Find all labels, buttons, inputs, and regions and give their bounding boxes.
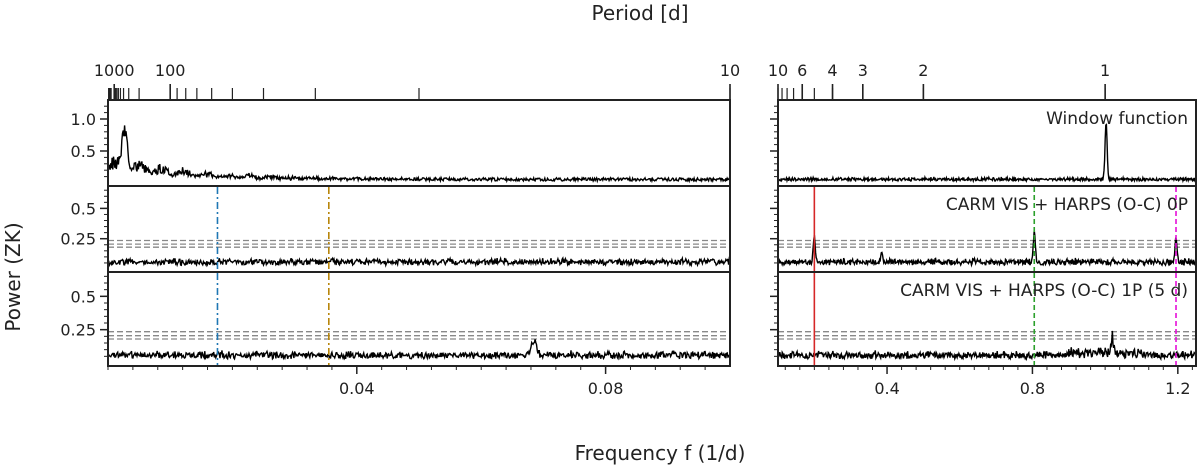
x-axis-label: Frequency f (1/d) bbox=[575, 441, 746, 465]
left-period-tick-label: 10 bbox=[720, 61, 740, 80]
left-period-tick-label: 1000 bbox=[94, 61, 135, 80]
right-period-tick-label: 1 bbox=[1100, 61, 1110, 80]
right-period-tick-label: 4 bbox=[827, 61, 837, 80]
y-axis-label: Power (ZK) bbox=[1, 222, 25, 331]
panel-2-ytick-label: 0.5 bbox=[71, 199, 96, 218]
panel-2-right-spectrum-line bbox=[777, 230, 1197, 268]
left-xtick-label: 0.04 bbox=[339, 379, 375, 398]
right-xtick-label: 0.4 bbox=[874, 379, 899, 398]
right-period-tick-label: 2 bbox=[918, 61, 928, 80]
right-xtick-label: 0.8 bbox=[1020, 379, 1045, 398]
panel-1-ytick-label: 0.5 bbox=[71, 142, 96, 161]
panel-1-left-spectrum-line bbox=[107, 125, 731, 184]
plot-area: 0.5 1.0 Window function 0.25 0.5 CARM VIS + H… bbox=[60, 61, 1197, 398]
right-period-tick-label: 3 bbox=[858, 61, 868, 80]
panel-3-right-frame bbox=[777, 271, 1197, 367]
panel-3-label: CARM VIS + HARPS (O-C) 1P (5 d) bbox=[900, 281, 1188, 301]
left-xtick-label: 0.08 bbox=[588, 379, 624, 398]
panel-3-ytick-label: 0.5 bbox=[71, 287, 96, 306]
panel-3-ytick-label: 0.25 bbox=[60, 321, 96, 340]
left-period-tick-label: 100 bbox=[155, 61, 186, 80]
panel-2-left-spectrum-line bbox=[107, 255, 731, 268]
right-period-tick-label: 10 bbox=[768, 61, 788, 80]
panel-3-right-spectrum-line bbox=[777, 330, 1197, 362]
right-xtick-label: 1.2 bbox=[1165, 379, 1190, 398]
panel-1-label: Window function bbox=[1046, 109, 1188, 129]
panel-3-left-spectrum-line bbox=[107, 339, 730, 362]
panel-2-left-frame bbox=[107, 185, 731, 273]
panel-3-left-frame bbox=[107, 271, 731, 367]
panel-1-right-spectrum-line bbox=[777, 123, 1197, 184]
panel-2-ytick-label: 0.25 bbox=[60, 230, 96, 249]
panel-1-ytick-label: 1.0 bbox=[71, 110, 96, 129]
right-period-tick-label: 6 bbox=[797, 61, 807, 80]
panel-2-label: CARM VIS + HARPS (O-C) 0P bbox=[946, 195, 1188, 215]
top-axis-label: Period [d] bbox=[591, 1, 688, 25]
